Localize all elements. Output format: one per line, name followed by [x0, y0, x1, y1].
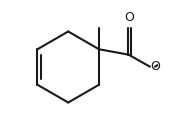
Text: O: O [125, 11, 134, 24]
Text: O: O [151, 60, 161, 73]
